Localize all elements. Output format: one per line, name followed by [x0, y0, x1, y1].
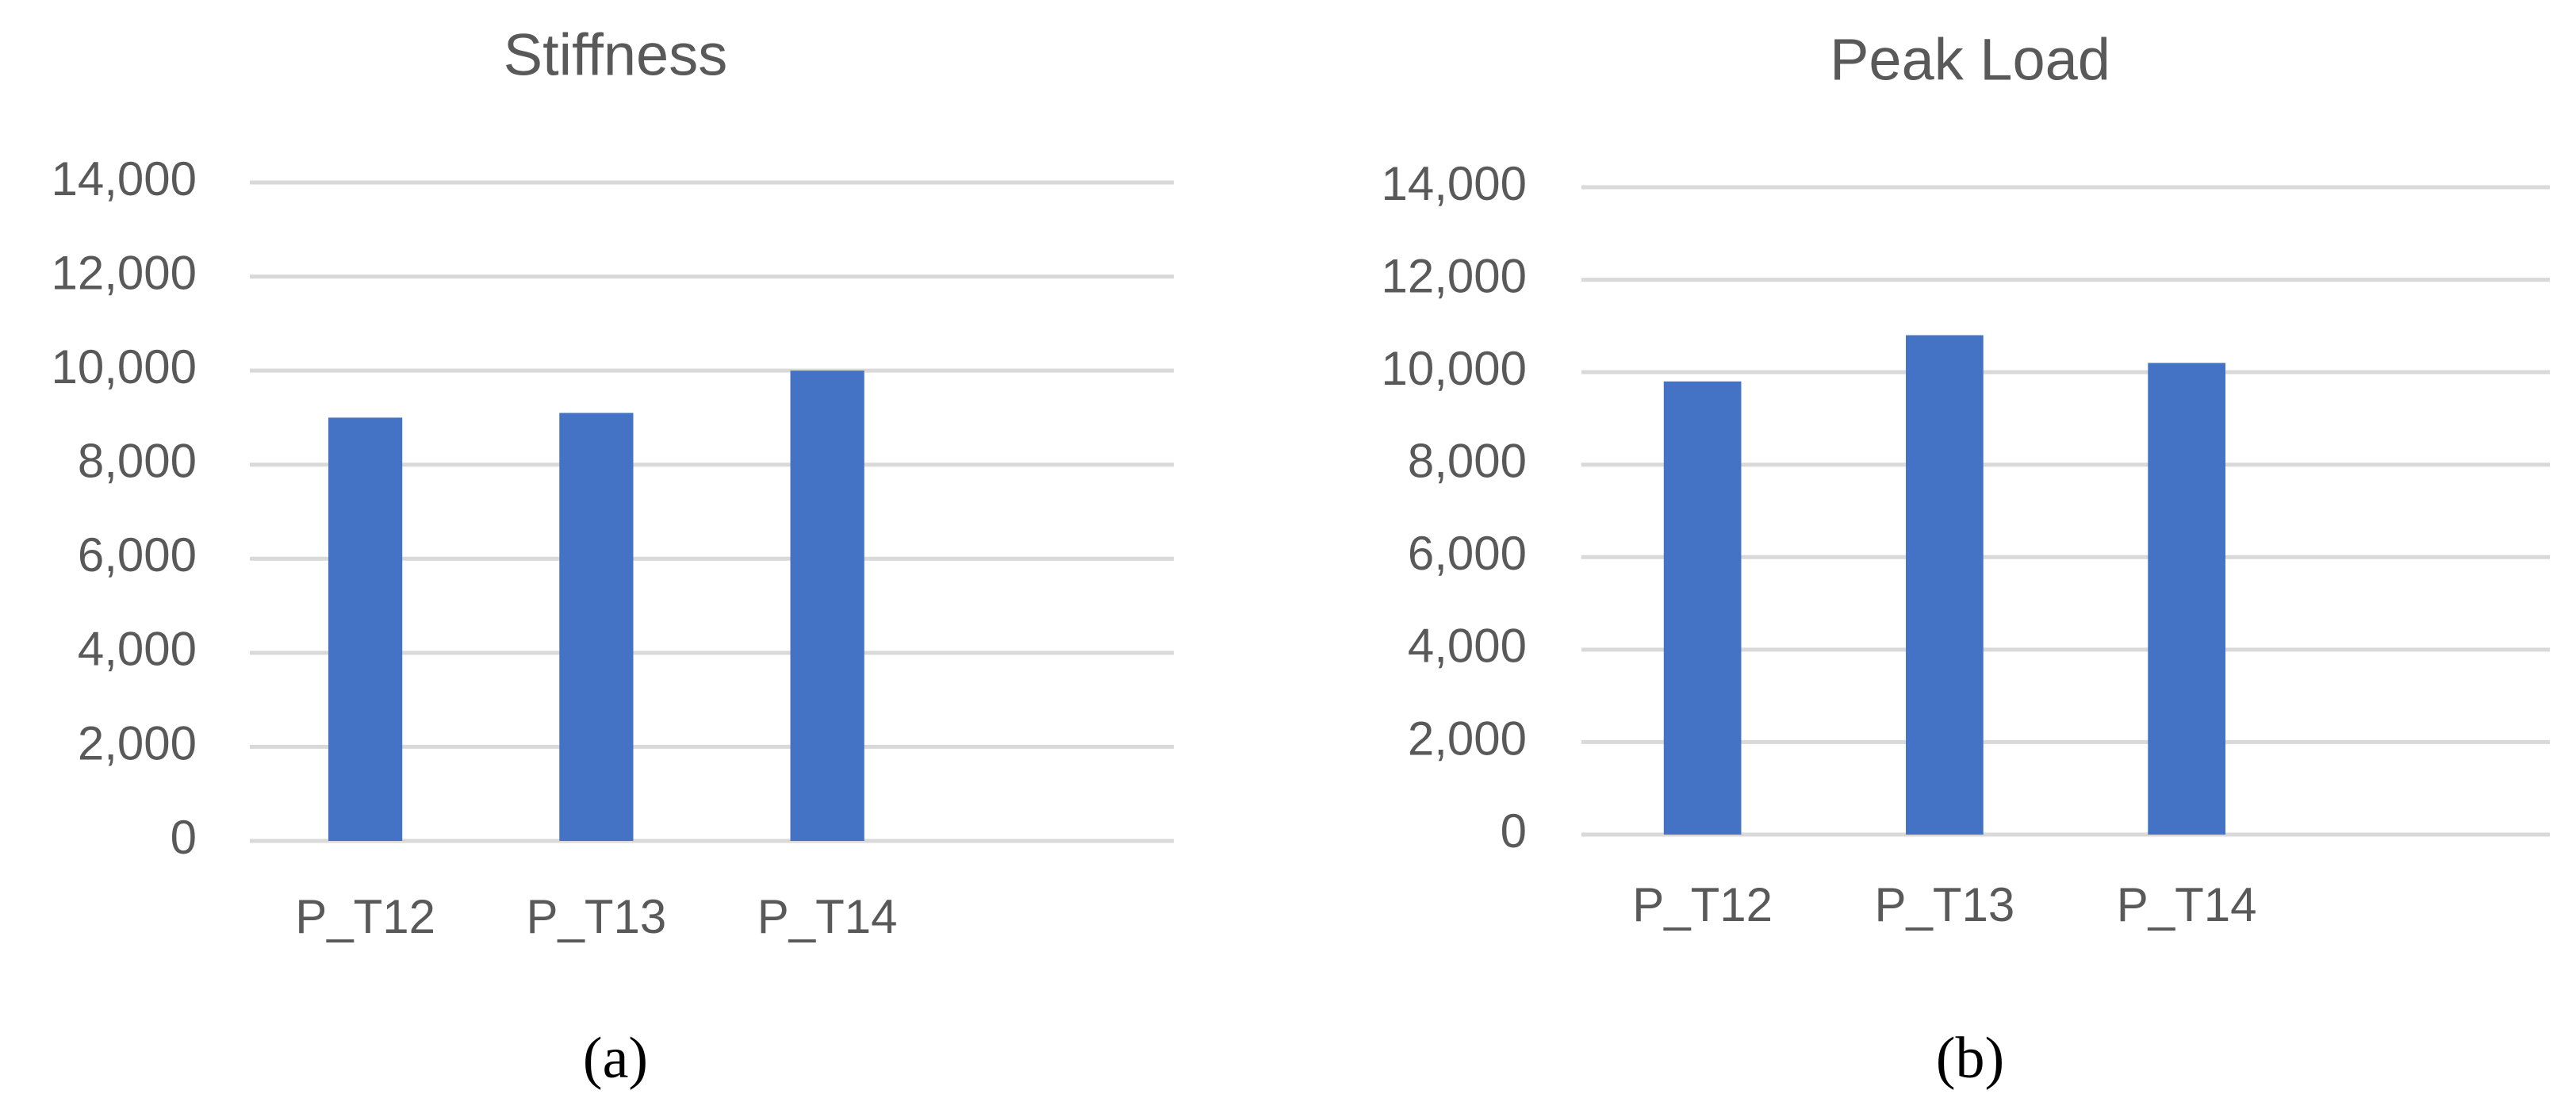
y-tick-label: 12,000	[51, 246, 197, 299]
y-tick-label: 8,000	[78, 435, 197, 488]
y-tick-label: 10,000	[1381, 342, 1527, 395]
y-tick-label: 0	[171, 811, 197, 864]
y-tick-label: 2,000	[78, 716, 197, 770]
chart-title: Stiffness	[504, 22, 727, 88]
x-tick-label: P_T13	[1874, 878, 2014, 931]
bar	[2148, 363, 2225, 835]
y-tick-label: 6,000	[78, 528, 197, 582]
y-tick-label: 2,000	[1408, 712, 1527, 765]
x-tick-label: P_T12	[295, 890, 435, 943]
bar	[328, 417, 403, 841]
chart-title: Peak Load	[1830, 27, 2110, 93]
y-tick-label: 8,000	[1408, 435, 1527, 488]
panel-caption: (a)	[583, 1026, 648, 1091]
bar	[559, 413, 634, 841]
x-tick-label: P_T14	[757, 890, 898, 943]
bar	[1906, 335, 1984, 835]
x-tick-label: P_T14	[2117, 878, 2257, 931]
x-tick-label: P_T13	[526, 890, 666, 943]
y-tick-label: 10,000	[51, 340, 197, 393]
bar	[1663, 381, 1742, 835]
bar	[790, 370, 864, 842]
y-tick-label: 4,000	[1408, 620, 1527, 673]
y-tick-label: 14,000	[51, 152, 197, 205]
y-tick-label: 12,000	[1381, 249, 1527, 302]
y-tick-label: 0	[1501, 804, 1527, 858]
y-tick-label: 6,000	[1408, 527, 1527, 580]
x-tick-label: P_T12	[1632, 878, 1773, 931]
y-tick-label: 14,000	[1381, 157, 1527, 210]
panel-caption: (b)	[1936, 1026, 2004, 1091]
y-tick-label: 4,000	[78, 623, 197, 676]
